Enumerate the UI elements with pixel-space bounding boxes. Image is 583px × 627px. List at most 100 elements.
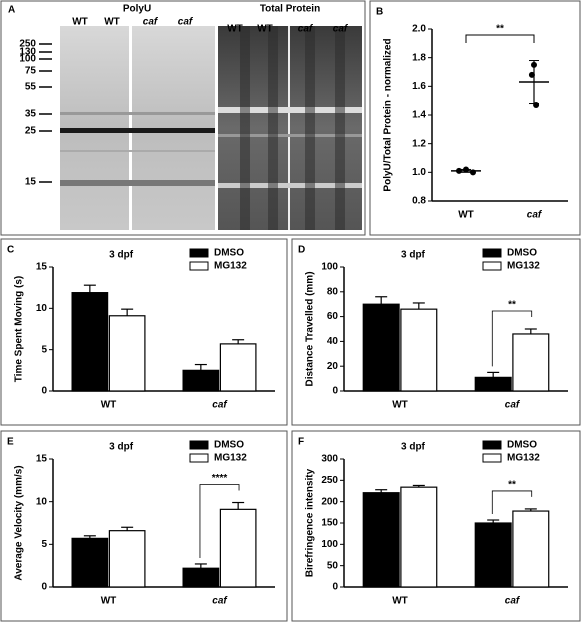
y-tick-label: 20 [327, 361, 339, 372]
blot-title: Total Protein [260, 4, 320, 15]
y-axis-label: PolyU/Total Protein - normalized [383, 38, 394, 191]
mw-marker: 55 [25, 82, 37, 93]
y-tick-label: 10 [36, 496, 48, 507]
panel-letter: A [8, 5, 15, 16]
mw-marker: 75 [25, 66, 37, 77]
y-tick-label: 60 [327, 311, 339, 322]
y-tick-label: 1.0 [412, 167, 426, 178]
chart-title: 3 dpf [401, 442, 426, 453]
y-tick-label: 0.8 [412, 196, 426, 207]
y-tick-label: 15 [36, 454, 48, 465]
x-tick-label: caf [212, 400, 228, 411]
bar [362, 492, 400, 588]
lane-label: caf [178, 17, 194, 28]
y-tick-label: 1.4 [412, 110, 426, 121]
significance-bracket [491, 310, 533, 367]
y-tick-label: 5 [41, 539, 47, 550]
y-tick-label: 300 [321, 454, 338, 465]
significance-bracket [199, 484, 240, 558]
bar [400, 308, 438, 392]
bar [219, 508, 257, 588]
bar [182, 567, 220, 588]
legend-swatch [482, 453, 502, 463]
bar [474, 376, 512, 392]
y-tick-label: 40 [327, 336, 339, 347]
y-tick-label: 80 [327, 286, 339, 297]
significance-bracket [491, 490, 533, 515]
legend-swatch [482, 248, 502, 258]
y-tick-label: 5 [41, 344, 47, 355]
panel-b-frame [369, 0, 581, 236]
x-tick-label: caf [212, 596, 228, 607]
y-tick-label: 1.2 [412, 138, 426, 149]
panel-letter: D [298, 245, 305, 256]
blot-title: PolyU [123, 4, 151, 15]
legend-swatch [482, 261, 502, 271]
bar [400, 486, 438, 588]
panel-a-frame [0, 0, 366, 236]
bar [108, 530, 146, 588]
annotation: ** [508, 480, 516, 491]
y-tick-label: 50 [327, 560, 339, 571]
panel-d-frame [291, 238, 581, 426]
y-tick-label: 200 [321, 496, 338, 507]
panel-c-frame [0, 238, 288, 426]
lane-label: WT [104, 17, 120, 28]
y-tick-label: 0 [41, 582, 47, 593]
legend-swatch [189, 248, 209, 258]
y-tick-label: 250 [321, 475, 338, 486]
lane-label: caf [333, 24, 349, 35]
y-tick-label: 10 [36, 303, 48, 314]
legend-label: DMSO [507, 248, 537, 259]
legend-label: MG132 [214, 261, 247, 272]
bar [474, 522, 512, 588]
panel-f-frame [291, 430, 581, 622]
y-tick-label: 1.8 [412, 52, 426, 63]
legend-swatch [189, 261, 209, 271]
mw-marker: 25 [25, 126, 37, 137]
chart-title: 3 dpf [109, 250, 134, 261]
y-axis-label: Birefringence intensity [305, 468, 316, 577]
x-tick-label: WT [392, 400, 408, 411]
legend-swatch [482, 440, 502, 450]
y-tick-label: 0 [332, 582, 338, 593]
significance-bracket [465, 34, 535, 43]
mw-marker: 15 [25, 177, 37, 188]
bar [182, 369, 220, 392]
mw-marker: 130 [19, 47, 36, 58]
legend-label: MG132 [507, 453, 540, 464]
chart-title: 3 dpf [401, 250, 426, 261]
y-tick-label: 150 [321, 518, 338, 529]
y-axis-label: Distance Travelled (mm) [305, 271, 316, 386]
blot-bands [60, 26, 362, 230]
bar [71, 292, 109, 392]
legend-label: MG132 [507, 261, 540, 272]
bar [219, 343, 257, 392]
bar [71, 537, 109, 588]
annotation: ** [496, 24, 504, 35]
x-tick-label: WT [101, 400, 117, 411]
panel-letter: B [376, 7, 383, 18]
x-tick-label: WT [101, 596, 117, 607]
y-tick-label: 0 [41, 386, 47, 397]
bar [512, 333, 550, 392]
panel-letter: F [298, 437, 304, 448]
panel-letter: C [7, 245, 14, 256]
panel-letter: E [7, 437, 14, 448]
y-tick-label: 2.0 [412, 24, 426, 35]
panel-e-frame [0, 430, 288, 622]
x-tick-label: WT [392, 596, 408, 607]
legend-label: DMSO [214, 248, 244, 259]
x-tick-label: caf [527, 210, 543, 221]
x-tick-label: WT [458, 210, 474, 221]
bar [512, 510, 550, 588]
y-tick-label: 100 [321, 539, 338, 550]
lane-label: WT [257, 24, 273, 35]
mw-marker: 100 [19, 54, 36, 65]
y-tick-label: 0 [332, 386, 338, 397]
lane-label: caf [298, 24, 314, 35]
annotation: **** [212, 473, 228, 484]
legend-swatch [189, 440, 209, 450]
mw-marker: 250 [19, 39, 36, 50]
